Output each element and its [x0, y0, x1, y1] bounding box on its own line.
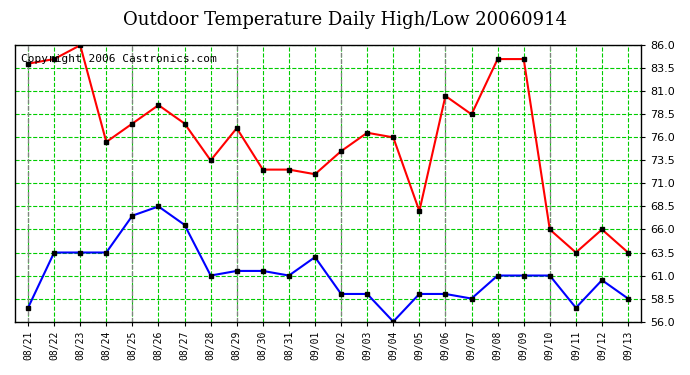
Text: Copyright 2006 Castronics.com: Copyright 2006 Castronics.com [21, 54, 217, 63]
Text: Outdoor Temperature Daily High/Low 20060914: Outdoor Temperature Daily High/Low 20060… [123, 11, 567, 29]
